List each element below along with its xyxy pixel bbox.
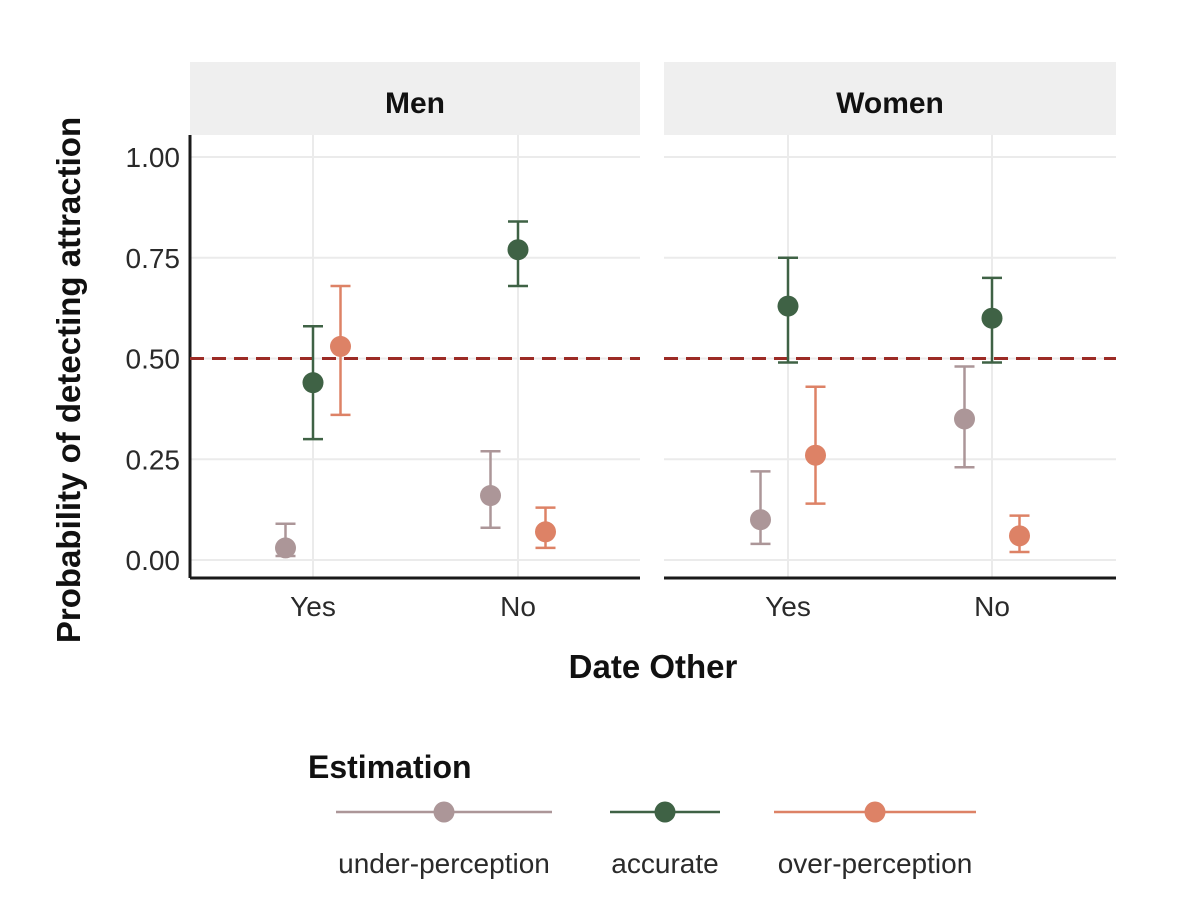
x-tick-label: Yes bbox=[765, 591, 811, 622]
legend-label: under-perception bbox=[338, 848, 550, 879]
data-point bbox=[777, 295, 799, 317]
data-point bbox=[805, 444, 826, 466]
series-accurate bbox=[777, 256, 1003, 364]
x-tick-label: Yes bbox=[290, 591, 336, 622]
y-axis-title: Probability of detecting attraction bbox=[50, 117, 87, 643]
data-point bbox=[507, 239, 529, 261]
data-point bbox=[535, 521, 556, 543]
facet-label: Men bbox=[385, 87, 445, 120]
legend-point bbox=[654, 801, 676, 823]
series-under-perception bbox=[275, 449, 501, 559]
y-tick-label: 0.00 bbox=[126, 545, 181, 576]
x-tick-label: No bbox=[500, 591, 536, 622]
y-tick-label: 0.25 bbox=[126, 444, 181, 475]
facet-panels: Men Yes No Women Yes No 0.00 0.25 0.50 0.75 1.00 bbox=[126, 62, 1116, 622]
legend-item-over-perception: over-perception bbox=[774, 801, 976, 879]
data-point bbox=[750, 509, 771, 531]
x-axis-title: Date Other bbox=[569, 648, 738, 685]
y-tick-label: 0.50 bbox=[126, 344, 181, 375]
legend-label: accurate bbox=[611, 848, 718, 879]
legend: Estimation under-perception accurate over-… bbox=[308, 749, 976, 879]
facet-panel-men: Men Yes No bbox=[188, 62, 640, 622]
legend-items: under-perception accurate over-perception bbox=[336, 801, 976, 879]
facet-label: Women bbox=[836, 87, 944, 120]
y-tick-labels: 0.00 0.25 0.50 0.75 1.00 bbox=[126, 142, 181, 576]
facet-strip bbox=[664, 62, 1116, 135]
x-tick-label: No bbox=[974, 591, 1010, 622]
facet-panel-women: Women Yes No bbox=[664, 62, 1116, 622]
legend-item-under-perception: under-perception bbox=[336, 801, 552, 879]
series-accurate bbox=[302, 220, 529, 441]
series-over-perception bbox=[805, 385, 1030, 554]
y-tick-label: 1.00 bbox=[126, 142, 181, 173]
series-under-perception bbox=[750, 365, 975, 546]
data-point bbox=[954, 408, 975, 430]
series-over-perception bbox=[330, 284, 556, 550]
legend-item-accurate: accurate bbox=[610, 801, 720, 879]
data-point bbox=[330, 335, 351, 357]
legend-label: over-perception bbox=[778, 848, 973, 879]
legend-point bbox=[864, 801, 886, 823]
y-tick-label: 0.75 bbox=[126, 243, 181, 274]
legend-title: Estimation bbox=[308, 749, 472, 785]
data-point bbox=[480, 485, 501, 507]
data-point bbox=[302, 372, 324, 394]
data-point bbox=[1009, 525, 1030, 547]
data-point bbox=[275, 537, 296, 559]
legend-point bbox=[433, 801, 455, 823]
facet-strip bbox=[190, 62, 640, 135]
data-point bbox=[981, 307, 1003, 329]
